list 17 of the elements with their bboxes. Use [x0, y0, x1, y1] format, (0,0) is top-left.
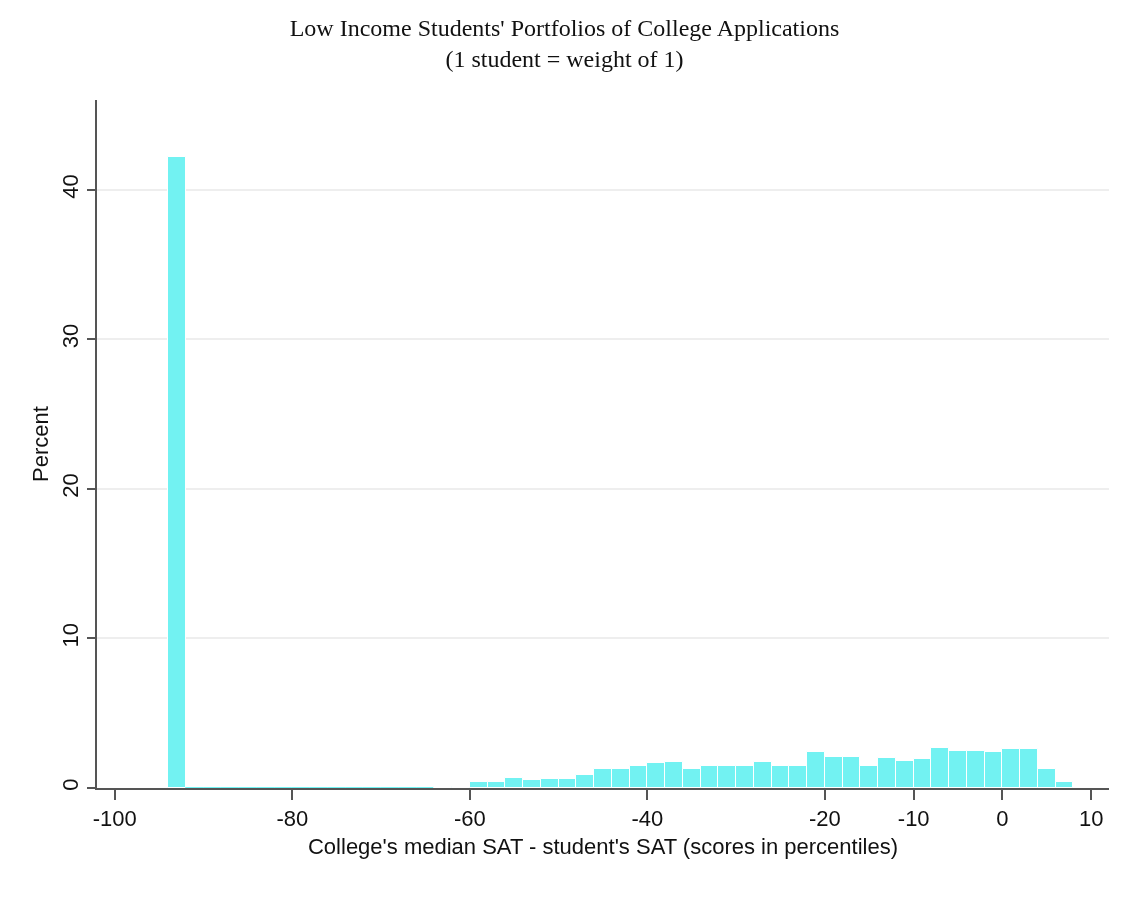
y-tick-label: 10 [58, 622, 84, 648]
y-tick-label: 30 [58, 323, 84, 349]
y-tick-label: 20 [58, 473, 84, 498]
x-tick-label: -100 [92, 806, 137, 832]
y-axis-title: Percent [27, 406, 53, 482]
chart-subtitle: (1 student = weight of 1) [445, 46, 684, 73]
x-tick-label: -80 [276, 806, 309, 832]
chart-title: Low Income Students' Portfolios of College Applications [289, 14, 840, 41]
x-tick-label: 10 [1079, 806, 1104, 832]
x-tick-label: -20 [809, 806, 841, 832]
y-tick-label: 0 [58, 778, 84, 791]
x-tick-label: 0 [996, 806, 1009, 832]
x-tick-label: -60 [453, 806, 486, 832]
x-tick-label: -10 [897, 806, 930, 832]
x-axis-title: College's median SAT - student's SAT (scores in percentiles) [307, 833, 899, 859]
x-tick-label: -40 [631, 806, 664, 832]
y-tick-label: 40 [58, 174, 84, 199]
